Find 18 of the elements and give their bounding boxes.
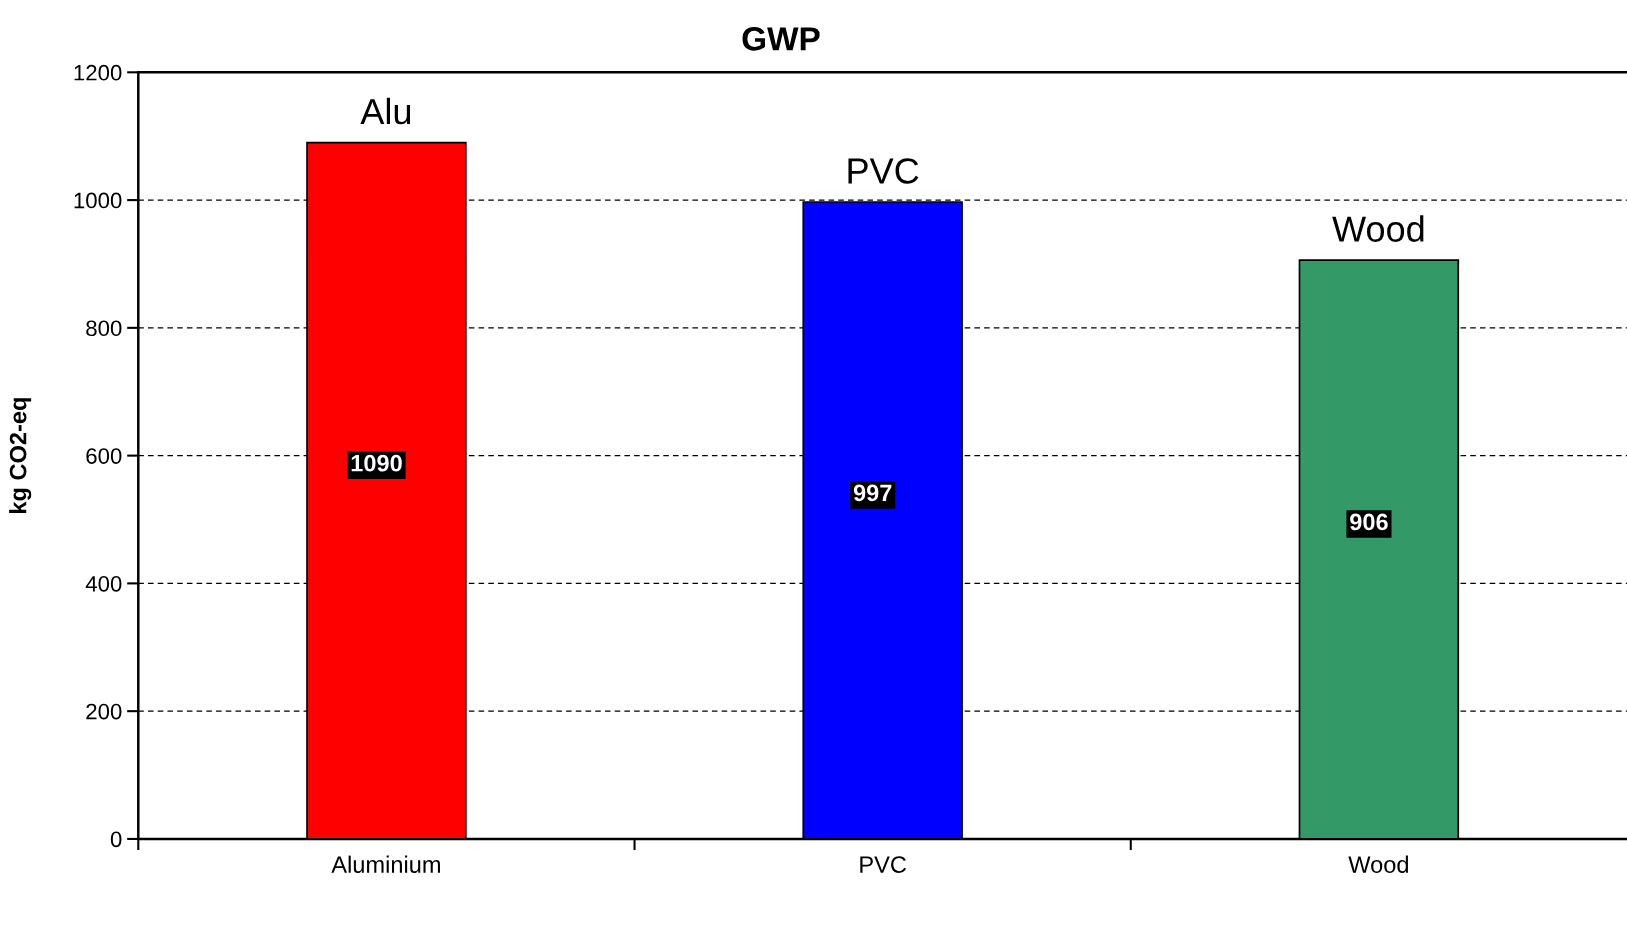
y-tick-label: 800 bbox=[86, 320, 122, 337]
x-tick-label: Wood bbox=[1348, 855, 1408, 873]
y-tick-label: 600 bbox=[86, 448, 122, 464]
y-tick-label: 400 bbox=[85, 575, 122, 592]
data-label: 1090 bbox=[351, 454, 402, 472]
data-label: 906 bbox=[1350, 513, 1388, 531]
annotation: PVC bbox=[848, 158, 919, 184]
data-label: 997 bbox=[853, 484, 892, 502]
y-tick-label: 1200 bbox=[74, 64, 122, 81]
y-axis-title: kg CO2-eq bbox=[9, 398, 32, 514]
y-tick-label: 0 bbox=[110, 831, 122, 848]
y-tick-label: 200 bbox=[86, 703, 122, 720]
annotation: Alu bbox=[360, 97, 411, 125]
y-tick-label: 1000 bbox=[74, 192, 122, 209]
x-tick-label: Aluminium bbox=[331, 855, 440, 873]
x-tick-label: PVC bbox=[860, 856, 907, 873]
chart-title: GWP bbox=[742, 27, 820, 51]
annotation: Wood bbox=[1332, 215, 1424, 242]
